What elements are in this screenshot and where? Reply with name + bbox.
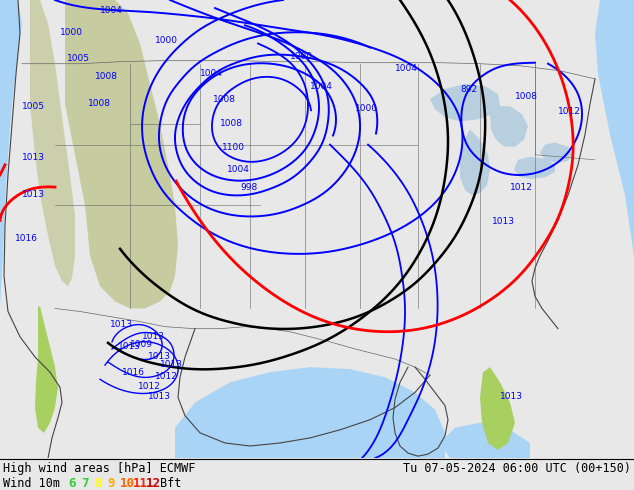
Text: 1005: 1005 [67, 54, 90, 63]
Polygon shape [440, 423, 530, 458]
Text: 1012: 1012 [558, 107, 581, 116]
Text: 1000: 1000 [355, 104, 378, 113]
Text: 11: 11 [133, 477, 148, 490]
Text: 1005: 1005 [22, 102, 45, 111]
Polygon shape [460, 129, 490, 195]
Text: 1004: 1004 [395, 64, 418, 73]
Text: 1013: 1013 [160, 360, 183, 369]
Text: 1000: 1000 [155, 36, 178, 46]
Text: 12: 12 [146, 477, 161, 490]
Text: 1012: 1012 [510, 183, 533, 192]
Text: 1013: 1013 [110, 319, 133, 329]
Text: 1013: 1013 [492, 217, 515, 225]
Text: 1016: 1016 [122, 368, 145, 377]
Text: 1013: 1013 [22, 153, 45, 162]
Text: 1016: 1016 [15, 234, 38, 243]
Polygon shape [30, 0, 75, 286]
Polygon shape [35, 306, 58, 433]
Text: 7: 7 [81, 477, 89, 490]
Text: 1004: 1004 [200, 69, 223, 78]
Polygon shape [175, 367, 445, 458]
Text: 6: 6 [68, 477, 75, 490]
Text: 1008: 1008 [88, 99, 111, 108]
Text: 1008: 1008 [515, 92, 538, 101]
Text: 1008: 1008 [95, 72, 118, 81]
Text: 9: 9 [107, 477, 115, 490]
Text: 1008: 1008 [213, 95, 236, 104]
Polygon shape [595, 0, 634, 458]
Text: 1013: 1013 [148, 392, 171, 401]
Text: 1012: 1012 [155, 372, 178, 381]
Text: 1013: 1013 [500, 392, 523, 401]
Text: 10: 10 [120, 477, 135, 490]
Polygon shape [480, 367, 515, 450]
Text: 1008: 1008 [220, 120, 243, 128]
Polygon shape [65, 0, 178, 309]
Text: 1004: 1004 [227, 165, 250, 174]
Text: 1009: 1009 [130, 340, 153, 349]
Text: 1004: 1004 [310, 82, 333, 91]
Text: 892: 892 [460, 85, 477, 94]
Text: Tu 07-05-2024 06:00 UTC (00+150): Tu 07-05-2024 06:00 UTC (00+150) [403, 463, 631, 475]
Polygon shape [0, 0, 22, 458]
Text: 1013: 1013 [142, 332, 165, 341]
Text: 1013: 1013 [118, 342, 141, 351]
Text: Wind 10m: Wind 10m [3, 477, 60, 490]
Text: High wind areas [hPa] ECMWF: High wind areas [hPa] ECMWF [3, 463, 195, 475]
Text: 1012: 1012 [138, 382, 161, 392]
Polygon shape [540, 143, 572, 163]
Text: 1013: 1013 [22, 190, 45, 199]
Text: 1100: 1100 [222, 143, 245, 152]
Text: Bft: Bft [160, 477, 181, 490]
Text: 998: 998 [240, 183, 257, 192]
Polygon shape [514, 157, 555, 179]
Text: 1000: 1000 [290, 51, 313, 61]
Text: 1013: 1013 [148, 352, 171, 361]
Text: 8: 8 [94, 477, 101, 490]
Polygon shape [430, 84, 500, 122]
Text: 1000: 1000 [60, 28, 83, 37]
Text: 1004: 1004 [100, 6, 123, 15]
Polygon shape [490, 106, 528, 147]
